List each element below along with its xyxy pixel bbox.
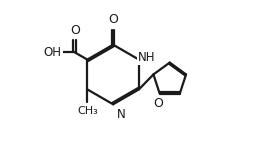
Text: NH: NH: [138, 51, 156, 64]
Text: O: O: [70, 24, 80, 37]
Text: OH: OH: [44, 46, 62, 59]
Text: O: O: [154, 97, 163, 110]
Text: O: O: [108, 13, 118, 26]
Text: CH₃: CH₃: [77, 106, 98, 116]
Text: N: N: [117, 108, 125, 121]
